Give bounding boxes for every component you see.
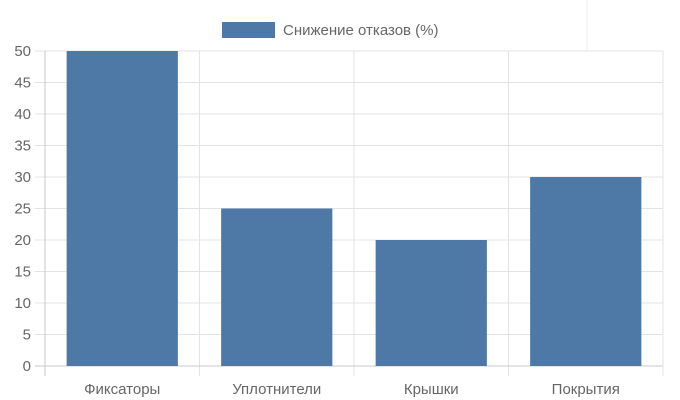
legend-swatch[interactable]: [222, 22, 275, 38]
y-tick-label: 10: [14, 295, 31, 312]
y-tick-label: 30: [14, 169, 31, 186]
legend[interactable]: Снижение отказов (%): [222, 20, 439, 40]
y-tick-label: 20: [14, 232, 31, 249]
legend-label[interactable]: Снижение отказов (%): [283, 21, 439, 39]
bar: [530, 177, 642, 366]
x-tick-label: Фиксаторы: [84, 381, 160, 398]
y-tick-label: 40: [14, 106, 31, 123]
y-tick-label: 25: [14, 201, 31, 218]
x-tick-label: Уплотнители: [232, 381, 321, 398]
x-tick-label: Крышки: [404, 381, 459, 398]
x-tick-label: Покрытия: [552, 381, 620, 398]
labels-layer: 0 5 10 15 20 25 30 35 40 45 50 Фиксаторы Уплотнители…: [14, 43, 620, 398]
y-tick-label: 45: [14, 75, 31, 92]
y-tick-label: 5: [23, 327, 31, 344]
y-tick-label: 0: [23, 358, 31, 375]
axes-layer: [44, 51, 664, 376]
y-tick-label: 50: [14, 43, 31, 60]
bar: [66, 51, 178, 366]
y-tick-label: 35: [14, 138, 31, 155]
bars-layer: [66, 51, 642, 366]
bar: [375, 240, 487, 366]
bar: [221, 208, 333, 366]
y-tick-label: 15: [14, 264, 31, 281]
